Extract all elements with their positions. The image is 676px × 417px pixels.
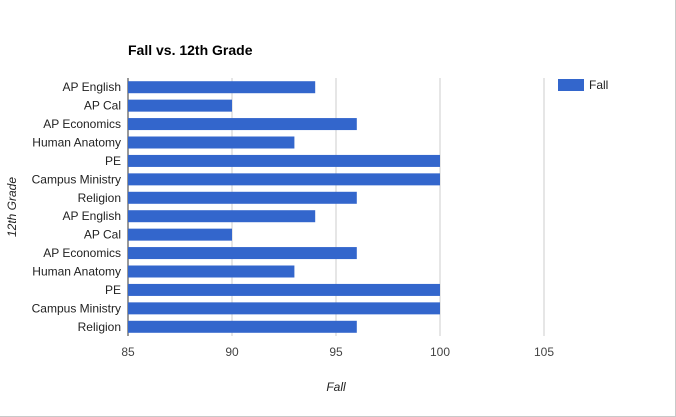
x-tick-label: 100	[430, 345, 450, 359]
bar[interactable]	[128, 81, 316, 94]
category-label: AP Cal	[84, 228, 121, 242]
bar[interactable]	[128, 99, 232, 112]
legend[interactable]: Fall	[558, 78, 608, 92]
category-label: Religion	[78, 191, 121, 205]
bar[interactable]	[128, 191, 357, 204]
bar[interactable]	[128, 154, 440, 167]
bar[interactable]	[128, 210, 316, 223]
category-label: AP English	[63, 209, 121, 223]
bar[interactable]	[128, 265, 295, 278]
category-label: Religion	[78, 320, 121, 334]
x-axis-title: Fall	[326, 380, 346, 394]
category-labels: AP English AP Cal AP Economics Human Anatom…	[32, 80, 121, 334]
category-label: AP Economics	[43, 246, 121, 260]
gridlines	[127, 78, 545, 336]
x-tick-label: 90	[225, 345, 239, 359]
bar[interactable]	[128, 118, 357, 131]
category-label: PE	[105, 154, 121, 168]
chart-title: Fall vs. 12th Grade	[128, 42, 253, 58]
category-label: PE	[105, 283, 121, 297]
bar[interactable]	[128, 228, 232, 241]
category-label: AP Cal	[84, 99, 121, 113]
category-label: Human Anatomy	[32, 265, 121, 279]
category-label: Campus Ministry	[32, 301, 121, 315]
bar[interactable]	[128, 173, 440, 186]
legend-swatch	[558, 79, 584, 91]
category-label: AP English	[63, 80, 121, 94]
bars	[128, 81, 440, 333]
x-tick-label: 95	[329, 345, 343, 359]
category-label: Human Anatomy	[32, 136, 121, 150]
y-axis-title: 12th Grade	[5, 177, 19, 237]
bar[interactable]	[128, 136, 295, 149]
legend-label: Fall	[589, 78, 608, 92]
x-tick-labels: 85 90 95 100 105	[121, 345, 554, 359]
x-tick-label: 105	[534, 345, 554, 359]
category-label: AP Economics	[43, 117, 121, 131]
bar[interactable]	[128, 283, 440, 296]
category-label: Campus Ministry	[32, 172, 121, 186]
bar[interactable]	[128, 247, 357, 260]
bar[interactable]	[128, 302, 440, 315]
x-tick-label: 85	[121, 345, 135, 359]
bar[interactable]	[128, 320, 357, 333]
